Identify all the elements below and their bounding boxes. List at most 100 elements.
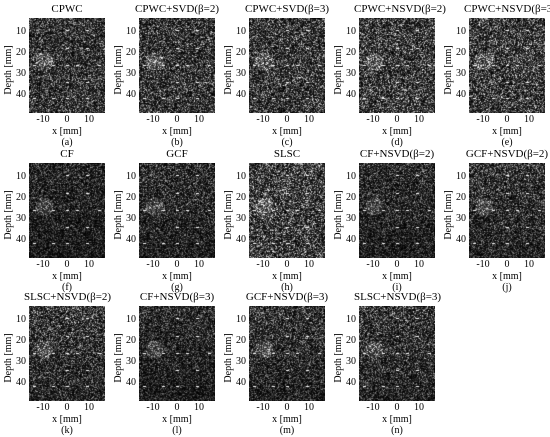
x-tick-label: 10: [414, 259, 424, 270]
figure-panel: GCF+NSVD(β=3) Depth [mm] 10 20 30 40 -10 0 10 x […: [220, 291, 330, 436]
x-tick-label: -10: [256, 259, 270, 270]
y-tick-label: 30: [126, 213, 136, 224]
y-tick-label: 30: [346, 68, 356, 79]
y-tick-label: 20: [16, 47, 26, 58]
x-tick-label: -10: [146, 402, 160, 413]
x-tick-label: -10: [256, 114, 270, 125]
figure-panel: CPWC+SVD(β=3) Depth [mm] 10 20 30 40 -10 0 10 x […: [220, 3, 330, 148]
x-axis-label: x [mm]: [162, 271, 192, 282]
y-tick-label: 40: [236, 89, 246, 100]
x-tick-label: 10: [414, 114, 424, 125]
y-tick-label: 40: [16, 89, 26, 100]
y-tick-label: 10: [126, 314, 136, 325]
figure-panel: CPWC+NSVD(β=2) Depth [mm] 10 20 30 40 -10 0 10 x …: [330, 3, 446, 148]
x-tick-label: 0: [174, 259, 180, 270]
y-tick-label: 20: [16, 192, 26, 203]
y-tick-label: 10: [346, 26, 356, 37]
figure-panel: CPWC+NSVD(β=3) Depth [mm] 10 20 30 40 -10 0 10 x …: [440, 3, 550, 148]
x-tick-label: -10: [366, 114, 380, 125]
y-tick-label: 20: [456, 192, 466, 203]
x-tick-label: -10: [256, 402, 270, 413]
ultrasound-image: [29, 306, 105, 401]
y-tick-label: 40: [236, 234, 246, 245]
y-tick-label: 20: [346, 335, 356, 346]
figure-panel: CF Depth [mm] 10 20 30 40 -10 0 10 x [mm] (f): [0, 148, 110, 293]
x-tick-label: 0: [504, 259, 510, 270]
ultrasound-image: [359, 306, 435, 401]
x-tick-label: 10: [304, 259, 314, 270]
y-tick-label: 20: [346, 192, 356, 203]
panel-caption: (l): [172, 425, 182, 436]
ultrasound-image: [469, 18, 545, 113]
ultrasound-image: [139, 306, 215, 401]
x-tick-label: -10: [36, 259, 50, 270]
panel-title: CF: [60, 148, 74, 160]
y-tick-label: 40: [236, 377, 246, 388]
x-tick-label: 0: [394, 402, 400, 413]
x-axis-label: x [mm]: [162, 126, 192, 137]
ultrasound-image: [249, 163, 325, 258]
panel-title: GCF+NSVD(β=3): [245, 291, 329, 303]
ultrasound-image: [249, 18, 325, 113]
x-tick-label: 10: [414, 402, 424, 413]
x-axis-label: x [mm]: [272, 126, 302, 137]
panel-caption: (m): [279, 425, 295, 436]
x-tick-label: 0: [504, 114, 510, 125]
ultrasound-image: [249, 306, 325, 401]
x-tick-label: 10: [524, 114, 534, 125]
panel-title: GCF: [166, 148, 188, 160]
ultrasound-image: [139, 18, 215, 113]
y-tick-label: 40: [346, 234, 356, 245]
x-tick-label: -10: [476, 114, 490, 125]
x-tick-label: 0: [394, 114, 400, 125]
y-tick-label: 30: [126, 356, 136, 367]
panel-caption: (j): [502, 282, 512, 293]
x-axis-label: x [mm]: [52, 126, 82, 137]
x-axis-label: x [mm]: [52, 414, 82, 425]
panel-caption: (h): [281, 282, 293, 293]
y-tick-label: 40: [346, 89, 356, 100]
panel-caption: (e): [501, 137, 513, 148]
y-tick-label: 30: [346, 356, 356, 367]
y-tick-label: 20: [126, 335, 136, 346]
y-tick-label: 20: [126, 47, 136, 58]
y-tick-label: 20: [16, 335, 26, 346]
y-tick-label: 10: [236, 171, 246, 182]
panel-title: GCF+NSVD(β=2): [465, 148, 549, 160]
panel-title: CPWC+SVD(β=2): [134, 3, 219, 15]
panel-caption: (f): [62, 282, 72, 293]
y-tick-label: 40: [126, 89, 136, 100]
y-tick-label: 20: [126, 192, 136, 203]
panel-caption: (n): [391, 425, 403, 436]
y-tick-label: 10: [456, 171, 466, 182]
panel-caption: (k): [61, 425, 73, 436]
panel-title: SLSC+NSVD(β=2): [24, 291, 112, 303]
x-tick-label: 0: [394, 259, 400, 270]
y-tick-label: 10: [16, 26, 26, 37]
y-tick-label: 10: [456, 26, 466, 37]
panel-caption: (d): [391, 137, 403, 148]
x-axis-label: x [mm]: [492, 271, 522, 282]
y-tick-label: 30: [456, 68, 466, 79]
y-tick-label: 10: [126, 26, 136, 37]
x-tick-label: 0: [64, 402, 70, 413]
x-tick-label: 10: [84, 259, 94, 270]
y-tick-label: 20: [236, 335, 246, 346]
panel-caption: (g): [171, 282, 183, 293]
figure-panel: CPWC Depth [mm] 10 20 30 40 -10 0 10 x [mm] (a): [0, 3, 110, 148]
figure-panel: GCF Depth [mm] 10 20 30 40 -10 0 10 x [mm] (g): [110, 148, 220, 293]
x-tick-label: -10: [366, 259, 380, 270]
x-tick-label: -10: [146, 259, 160, 270]
panel-caption: (b): [171, 137, 183, 148]
panel-caption: (a): [61, 137, 73, 148]
figure-panel: CPWC+SVD(β=2) Depth [mm] 10 20 30 40 -10 0 10 x […: [110, 3, 220, 148]
y-tick-label: 30: [16, 356, 26, 367]
figure-panel: SLSC+NSVD(β=3) Depth [mm] 10 20 30 40 -10 0 10 x …: [330, 291, 442, 436]
panel-title: SLSC+NSVD(β=3): [354, 291, 442, 303]
x-tick-label: 0: [284, 402, 290, 413]
ultrasound-image: [359, 163, 435, 258]
y-tick-label: 30: [236, 356, 246, 367]
y-tick-label: 20: [346, 47, 356, 58]
figure-panel: CF+NSVD(β=2) Depth [mm] 10 20 30 40 -10 0 10 x [m…: [330, 148, 440, 293]
panel-title: CPWC: [51, 3, 83, 15]
